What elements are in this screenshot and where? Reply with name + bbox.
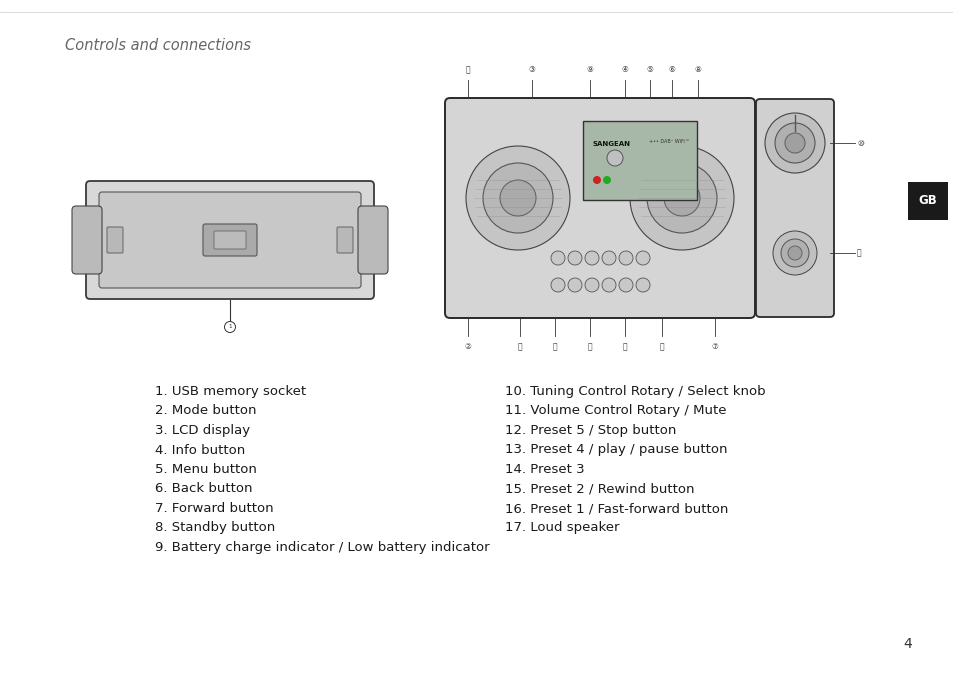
- Circle shape: [551, 278, 564, 292]
- Circle shape: [551, 251, 564, 265]
- Text: 6. Back button: 6. Back button: [154, 483, 253, 495]
- Text: SANGEAN: SANGEAN: [593, 141, 630, 147]
- Circle shape: [567, 251, 581, 265]
- Circle shape: [784, 133, 804, 153]
- Text: 4. Info button: 4. Info button: [154, 444, 245, 456]
- Circle shape: [606, 150, 622, 166]
- Text: ④: ④: [621, 65, 628, 74]
- Circle shape: [629, 146, 733, 250]
- Text: 3. LCD display: 3. LCD display: [154, 424, 250, 437]
- Circle shape: [636, 278, 649, 292]
- Text: +•• DAB⁺ WiFi™: +•• DAB⁺ WiFi™: [649, 139, 689, 144]
- Text: 5. Menu button: 5. Menu button: [154, 463, 256, 476]
- Circle shape: [636, 251, 649, 265]
- Text: 1. USB memory socket: 1. USB memory socket: [154, 385, 306, 398]
- Circle shape: [618, 251, 633, 265]
- Text: ⑮: ⑮: [552, 342, 557, 351]
- Text: 9. Battery charge indicator / Low battery indicator: 9. Battery charge indicator / Low batter…: [154, 541, 489, 554]
- FancyBboxPatch shape: [582, 121, 697, 200]
- FancyBboxPatch shape: [213, 231, 246, 249]
- Circle shape: [584, 251, 598, 265]
- FancyBboxPatch shape: [203, 224, 256, 256]
- Text: ⑨: ⑨: [586, 65, 593, 74]
- Circle shape: [764, 113, 824, 173]
- Text: ⑯: ⑯: [517, 342, 521, 351]
- Text: 11. Volume Control Rotary / Mute: 11. Volume Control Rotary / Mute: [504, 404, 726, 417]
- Text: ⑬: ⑬: [622, 342, 627, 351]
- Circle shape: [224, 322, 235, 332]
- FancyBboxPatch shape: [357, 206, 388, 274]
- Text: ⑤: ⑤: [646, 65, 653, 74]
- Text: 12. Preset 5 / Stop button: 12. Preset 5 / Stop button: [504, 424, 676, 437]
- Text: ②: ②: [464, 342, 471, 351]
- Text: GB: GB: [918, 194, 937, 207]
- Circle shape: [567, 278, 581, 292]
- Text: 1: 1: [228, 324, 232, 330]
- Text: 15. Preset 2 / Rewind button: 15. Preset 2 / Rewind button: [504, 483, 694, 495]
- Text: 16. Preset 1 / Fast-forward button: 16. Preset 1 / Fast-forward button: [504, 502, 727, 515]
- Text: ⑦: ⑦: [711, 342, 718, 351]
- Text: 14. Preset 3: 14. Preset 3: [504, 463, 584, 476]
- FancyBboxPatch shape: [336, 227, 353, 253]
- Text: ⑩: ⑩: [856, 139, 863, 147]
- Circle shape: [663, 180, 700, 216]
- Circle shape: [646, 163, 717, 233]
- Text: 7. Forward button: 7. Forward button: [154, 502, 274, 515]
- Circle shape: [772, 231, 816, 275]
- FancyBboxPatch shape: [444, 98, 754, 318]
- Text: 4: 4: [902, 637, 911, 651]
- Circle shape: [584, 278, 598, 292]
- Circle shape: [774, 123, 814, 163]
- Circle shape: [482, 163, 553, 233]
- FancyBboxPatch shape: [107, 227, 123, 253]
- Text: 17. Loud speaker: 17. Loud speaker: [504, 522, 618, 534]
- FancyBboxPatch shape: [71, 206, 102, 274]
- Circle shape: [618, 278, 633, 292]
- FancyBboxPatch shape: [99, 192, 360, 288]
- Circle shape: [465, 146, 569, 250]
- Circle shape: [602, 176, 610, 184]
- FancyBboxPatch shape: [907, 182, 947, 220]
- Text: ⑮: ⑮: [856, 248, 861, 258]
- Circle shape: [593, 176, 600, 184]
- Text: ③: ③: [528, 65, 535, 74]
- Circle shape: [601, 278, 616, 292]
- Text: 13. Preset 4 / play / pause button: 13. Preset 4 / play / pause button: [504, 444, 727, 456]
- Text: ⑭: ⑭: [587, 342, 592, 351]
- FancyBboxPatch shape: [755, 99, 833, 317]
- Circle shape: [499, 180, 536, 216]
- Text: ⑫: ⑫: [659, 342, 663, 351]
- Circle shape: [601, 251, 616, 265]
- Text: 8. Standby button: 8. Standby button: [154, 522, 275, 534]
- FancyBboxPatch shape: [86, 181, 374, 299]
- Text: ⑰: ⑰: [465, 65, 470, 74]
- Circle shape: [787, 246, 801, 260]
- Circle shape: [781, 239, 808, 267]
- Text: ⑥: ⑥: [668, 65, 675, 74]
- Text: 10. Tuning Control Rotary / Select knob: 10. Tuning Control Rotary / Select knob: [504, 385, 765, 398]
- Text: Controls and connections: Controls and connections: [65, 38, 251, 53]
- Text: ⑧: ⑧: [694, 65, 700, 74]
- Text: 2. Mode button: 2. Mode button: [154, 404, 256, 417]
